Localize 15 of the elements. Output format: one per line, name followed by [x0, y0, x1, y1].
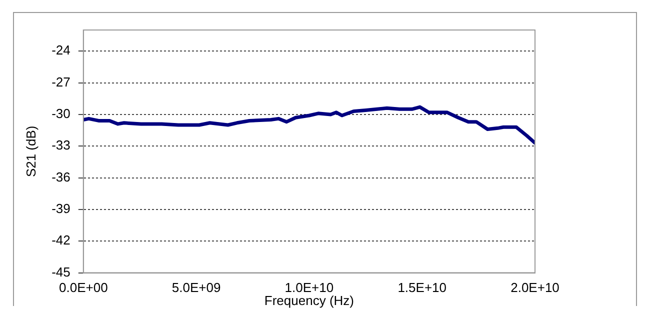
x-tick-label: 1.0E+10: [284, 280, 334, 296]
y-axis-title: S21 (dB): [23, 126, 38, 178]
x-axis-title: Frequency (Hz): [264, 292, 354, 308]
x-tick-label: 5.0E+09: [172, 280, 221, 296]
y-tick-label: -24: [52, 42, 70, 58]
y-tick-label: -33: [52, 138, 70, 153]
x-tick-label: 1.5E+10: [398, 280, 446, 296]
y-tick-label: -39: [52, 201, 70, 216]
y-tick-label: -27: [52, 74, 70, 90]
y-tick-label: -30: [52, 106, 70, 122]
y-tick-label: -36: [52, 169, 70, 184]
x-tick-label: 2.0E+10: [510, 280, 560, 296]
x-tick-label: 0.0E+00: [58, 280, 108, 296]
y-tick-label: -45: [52, 264, 70, 280]
y-tick-label: -42: [52, 232, 70, 248]
